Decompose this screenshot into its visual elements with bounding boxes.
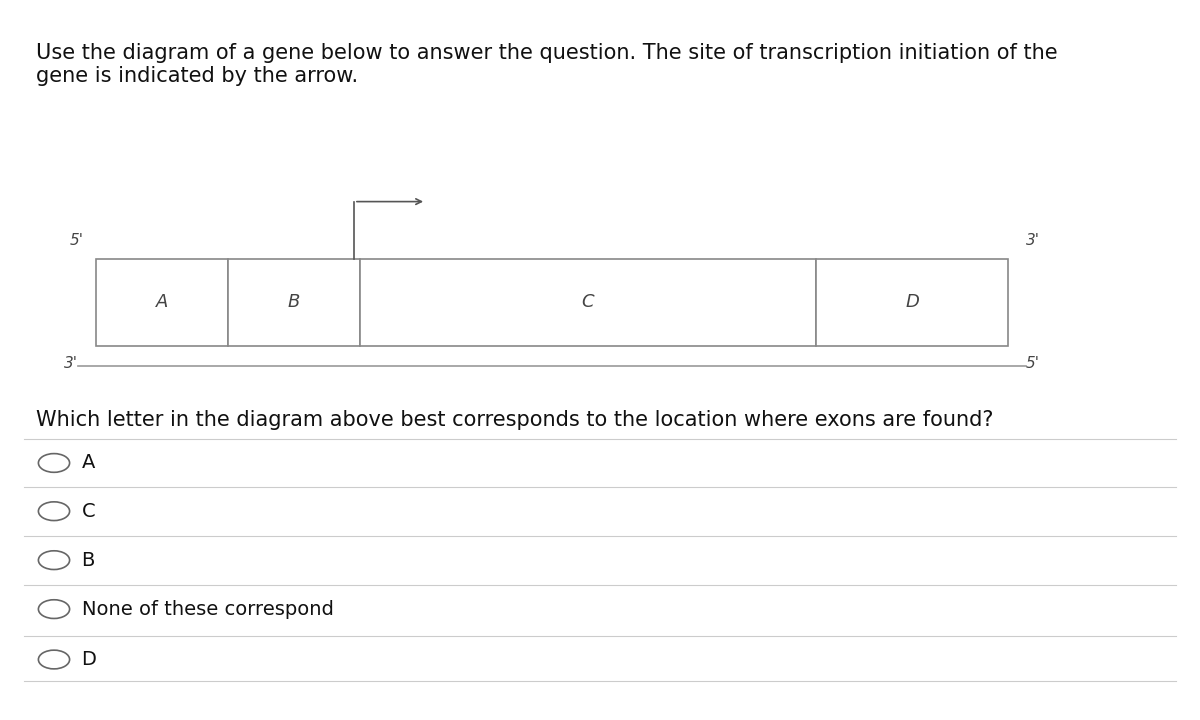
Bar <box>360 259 816 346</box>
Text: None of these correspond: None of these correspond <box>82 600 334 618</box>
Bar <box>228 259 360 346</box>
Text: 3': 3' <box>64 356 78 372</box>
Text: A: A <box>82 454 95 472</box>
Text: C: C <box>82 502 95 521</box>
Text: 5': 5' <box>1026 356 1040 372</box>
Bar <box>96 259 228 346</box>
Circle shape <box>38 650 70 669</box>
Text: Use the diagram of a gene below to answer the question. The site of transcriptio: Use the diagram of a gene below to answe… <box>36 43 1057 86</box>
Circle shape <box>38 502 70 521</box>
Text: D: D <box>82 650 96 669</box>
Text: A: A <box>156 294 168 311</box>
Text: Which letter in the diagram above best corresponds to the location where exons a: Which letter in the diagram above best c… <box>36 410 994 431</box>
Bar <box>816 259 1008 346</box>
Circle shape <box>38 551 70 570</box>
Text: B: B <box>82 551 95 570</box>
Circle shape <box>38 600 70 618</box>
Text: B: B <box>288 294 300 311</box>
Text: 5': 5' <box>70 233 84 248</box>
Text: 3': 3' <box>1026 233 1040 248</box>
Text: C: C <box>582 294 594 311</box>
Text: D: D <box>905 294 919 311</box>
Circle shape <box>38 454 70 472</box>
